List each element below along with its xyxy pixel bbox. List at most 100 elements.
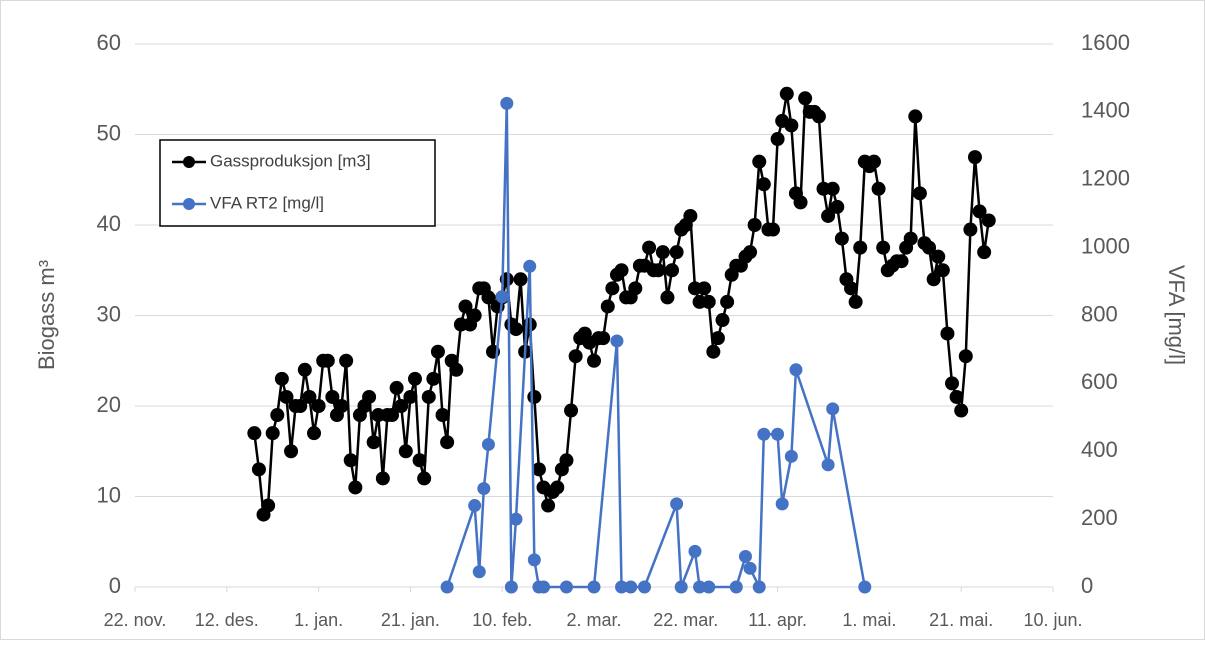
y2-tick-label: 1600	[1081, 30, 1130, 55]
data-point	[468, 499, 482, 513]
data-point	[977, 245, 992, 260]
data-point	[798, 91, 813, 106]
data-point	[568, 349, 583, 364]
data-point	[894, 254, 909, 269]
data-point	[811, 109, 826, 124]
y2-tick-label: 1200	[1081, 166, 1130, 191]
data-point	[848, 294, 863, 309]
data-point	[458, 299, 473, 314]
y-tick-label: 10	[97, 482, 121, 507]
data-point	[564, 403, 579, 418]
data-point	[940, 326, 955, 341]
x-tick-label: 22. nov.	[104, 610, 167, 630]
data-point	[279, 389, 294, 404]
data-point	[472, 565, 486, 579]
data-point	[637, 580, 651, 594]
y-tick-label: 50	[97, 120, 121, 145]
data-point	[945, 376, 960, 391]
data-point	[610, 334, 624, 348]
data-point	[834, 231, 849, 246]
data-point	[513, 272, 528, 287]
data-point	[343, 453, 358, 468]
data-point	[972, 204, 987, 219]
data-point	[541, 498, 556, 513]
data-point	[858, 580, 872, 594]
data-point	[967, 150, 982, 165]
data-point	[430, 344, 445, 359]
data-point	[752, 580, 766, 594]
data-point	[421, 389, 436, 404]
y-tick-label: 0	[109, 573, 121, 598]
data-point	[270, 408, 285, 423]
data-point	[293, 399, 308, 413]
data-point	[467, 308, 482, 323]
y2-tick-label: 0	[1081, 573, 1093, 598]
data-point	[981, 213, 996, 228]
data-point	[766, 222, 781, 237]
data-point	[531, 462, 546, 477]
x-tick-label: 2. mar.	[566, 610, 621, 630]
data-point	[697, 281, 712, 296]
data-point	[403, 389, 418, 404]
legend-label: VFA RT2 [mg/l]	[210, 193, 324, 212]
data-point	[297, 362, 312, 377]
data-point	[954, 403, 969, 418]
data-point	[958, 349, 973, 364]
x-tick-label: 1. jan.	[294, 610, 343, 630]
data-point	[615, 580, 629, 594]
data-point	[830, 199, 845, 214]
data-point	[922, 240, 937, 255]
y2-tick-label: 1400	[1081, 98, 1130, 123]
data-point	[394, 399, 409, 413]
data-point	[821, 208, 836, 223]
data-point	[683, 208, 698, 223]
data-point	[362, 389, 377, 404]
data-point	[509, 512, 523, 526]
legend-box	[159, 139, 436, 227]
data-point	[701, 294, 716, 309]
data-point	[853, 240, 868, 255]
data-point	[628, 281, 643, 296]
y2-tick-label: 1000	[1081, 233, 1130, 258]
data-point	[779, 86, 794, 101]
data-point	[738, 549, 752, 563]
data-point	[903, 231, 918, 246]
x-tick-label: 10. jun.	[1023, 610, 1082, 630]
data-point	[642, 240, 657, 255]
data-point	[481, 437, 495, 451]
data-point	[600, 299, 615, 314]
y2-tick-label: 800	[1081, 301, 1118, 326]
data-point	[559, 580, 573, 594]
data-point	[366, 435, 381, 450]
data-point	[844, 281, 859, 296]
y-tick-label: 20	[97, 392, 121, 417]
data-point	[747, 218, 762, 232]
data-point	[302, 389, 317, 404]
data-point	[559, 453, 574, 468]
data-point	[375, 471, 390, 486]
data-point	[389, 380, 404, 395]
data-point	[412, 453, 427, 468]
data-point	[876, 240, 891, 255]
x-tick-label: 12. des.	[195, 610, 259, 630]
x-tick-label: 1. mai.	[842, 610, 896, 630]
data-point	[523, 259, 537, 273]
data-point	[908, 109, 923, 124]
legend-marker	[183, 198, 195, 210]
data-point	[743, 245, 758, 260]
data-point	[435, 408, 450, 423]
data-point	[665, 263, 680, 278]
data-point	[775, 497, 789, 511]
data-point	[660, 290, 675, 305]
data-point	[596, 331, 611, 346]
data-point	[247, 426, 262, 441]
y-tick-label: 40	[97, 211, 121, 236]
data-point	[320, 353, 335, 368]
y2-tick-label: 400	[1081, 437, 1118, 462]
data-point	[614, 263, 629, 278]
data-point	[710, 331, 725, 346]
data-point	[866, 154, 881, 169]
data-point	[670, 497, 684, 511]
data-point	[537, 580, 551, 594]
